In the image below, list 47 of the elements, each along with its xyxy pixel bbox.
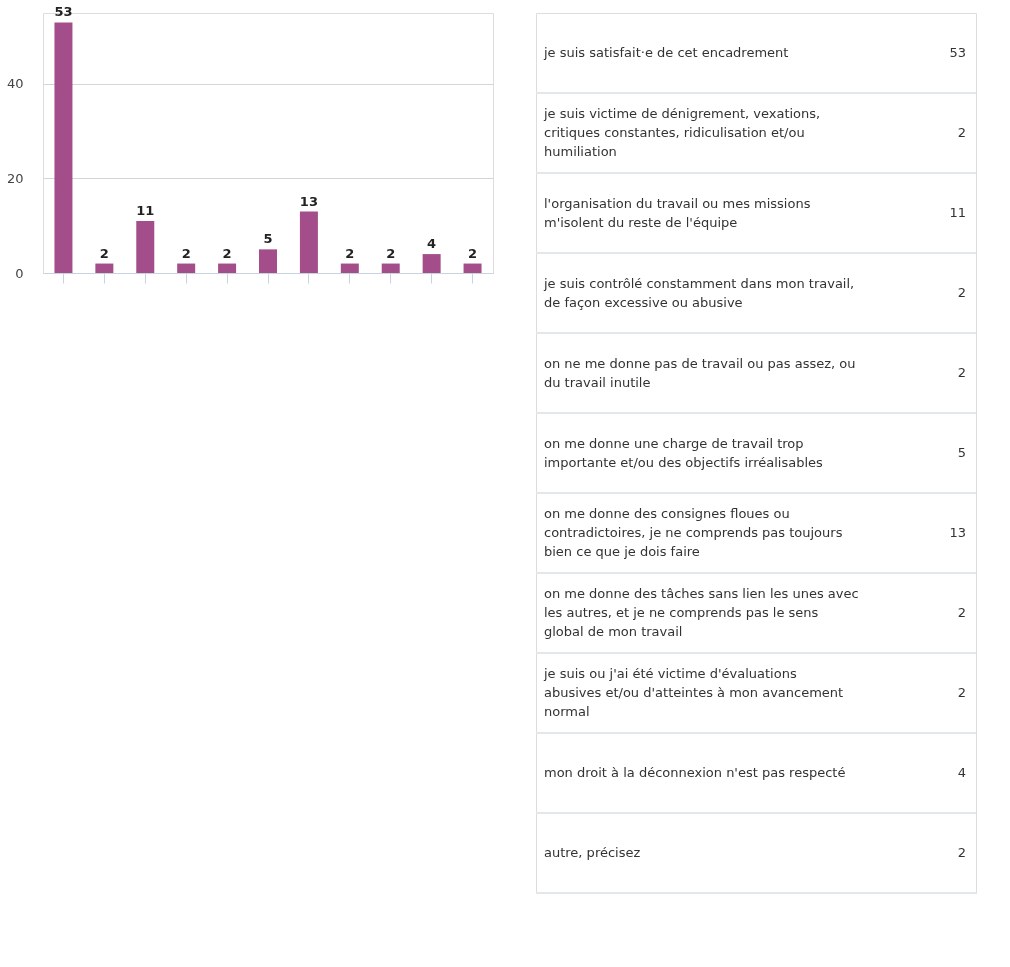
data-label: 2 bbox=[957, 685, 966, 700]
bar bbox=[54, 22, 73, 273]
data-label: 13 bbox=[949, 525, 966, 540]
data-label: 5 bbox=[263, 231, 273, 247]
y-tick-label: 0 bbox=[15, 265, 24, 281]
category-label: on me donne une charge de travail trop importante et/ou des objectifs irréalisables bbox=[544, 435, 824, 470]
bar bbox=[218, 263, 237, 273]
y-tick-label: 20 bbox=[6, 170, 24, 186]
category-label: on me donne des tâches sans lien les unes avec les autres, et je ne comprends pas le sens global de mon travail bbox=[544, 586, 859, 639]
category-label: on me donne des consignes floues ou contradictoires, je ne comprends pas toujours bien ce que je dois faire bbox=[544, 506, 843, 559]
bar bbox=[259, 249, 277, 273]
bar bbox=[340, 263, 359, 273]
bar bbox=[136, 221, 155, 273]
data-label: 2 bbox=[222, 245, 232, 261]
bar bbox=[177, 263, 196, 273]
bar bbox=[463, 263, 482, 273]
data-label: 2 bbox=[957, 845, 966, 860]
data-label: 53 bbox=[949, 45, 966, 60]
data-label: 5 bbox=[957, 445, 966, 460]
category-label: autre, précisez bbox=[544, 845, 641, 860]
data-label: 2 bbox=[181, 245, 191, 261]
data-label: 2 bbox=[99, 245, 109, 261]
category-label: on ne me donne pas de travail ou pas assez, ou du travail inutile bbox=[544, 355, 856, 390]
y-tick-label: 40 bbox=[6, 76, 24, 92]
bar bbox=[422, 254, 441, 273]
data-label: 2 bbox=[957, 605, 966, 620]
category-label: l'organisation du travail ou mes missions m'isolent du reste de l'équipe bbox=[544, 195, 811, 230]
data-label: 11 bbox=[136, 203, 155, 218]
data-label: 11 bbox=[949, 205, 966, 220]
category-label: mon droit à la déconnexion n'est pas respecté bbox=[544, 765, 846, 780]
data-label: 4 bbox=[427, 236, 437, 252]
data-label: 2 bbox=[386, 245, 396, 261]
bar bbox=[299, 211, 318, 273]
category-label: je suis ou j'ai été victime d'évaluations abusives et/ou d'atteintes à mon avancement normal bbox=[543, 666, 844, 719]
data-label: 2 bbox=[345, 245, 355, 261]
data-label: 53 bbox=[54, 4, 73, 20]
data-label: 2 bbox=[957, 285, 966, 300]
category-label: je suis victime de dénigrement, vexations, critiques constantes, ridiculisation et/ou humiliation bbox=[543, 106, 821, 159]
data-label: 2 bbox=[957, 365, 966, 380]
data-label: 2 bbox=[957, 125, 966, 140]
bar bbox=[95, 263, 114, 273]
category-label: je suis satisfait·e de cet encadrement bbox=[543, 45, 789, 60]
data-label: 4 bbox=[957, 765, 966, 780]
data-label: 13 bbox=[299, 193, 318, 209]
category-label: je suis contrôlé constamment dans mon travail, de façon excessive ou abusive bbox=[543, 275, 855, 310]
data-label: 2 bbox=[468, 245, 478, 261]
bar bbox=[381, 263, 400, 273]
